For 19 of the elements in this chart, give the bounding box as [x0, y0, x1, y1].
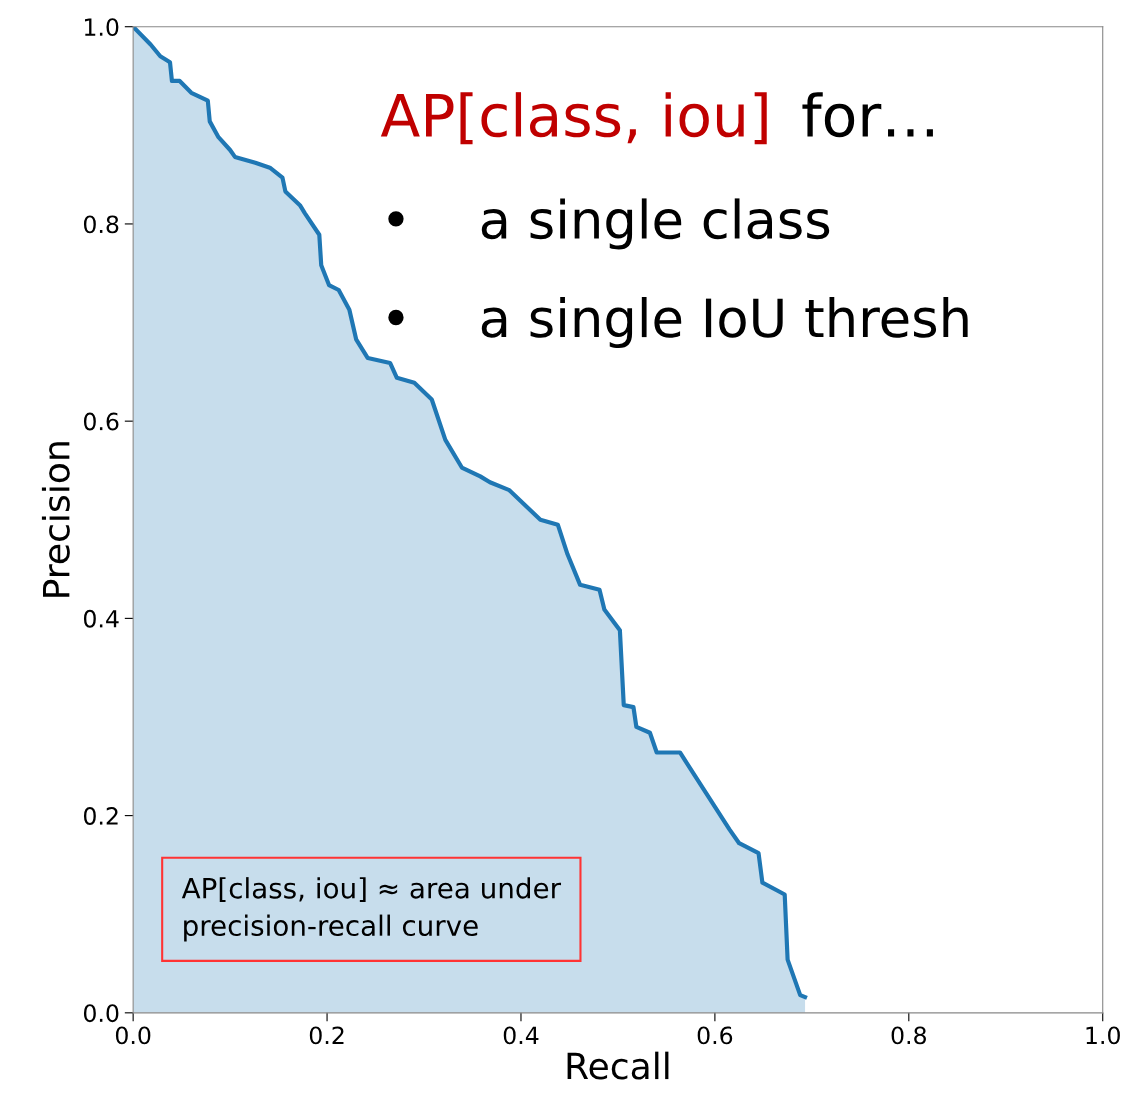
- y-tick-label: 0.0: [83, 1004, 119, 1023]
- annotation: AP[class, iou]: [380, 92, 767, 145]
- x-tick-label: 0.0: [115, 1026, 151, 1045]
- y-tick-label: 0.6: [83, 412, 119, 431]
- y-tick-label: 0.2: [83, 807, 118, 825]
- annotation: for…: [802, 92, 933, 138]
- y-tick-label: 1.0: [85, 18, 119, 37]
- x-tick-label: 0.4: [503, 1026, 539, 1045]
- y-tick-label: 0.4: [83, 609, 119, 628]
- y-axis-title: Precision: [41, 442, 70, 597]
- x-tick-label: 0.2: [309, 1026, 344, 1045]
- y-tick-label: 0.8: [83, 215, 119, 234]
- x-axis-title: Recall: [567, 1051, 669, 1080]
- annotation: • a single class: [388, 198, 830, 250]
- x-tick-label: 0.6: [697, 1026, 733, 1045]
- x-tick-label: 1.0: [1086, 1026, 1120, 1045]
- annotation: AP[class, iou] ≈ area under precision-recall curve: [181, 877, 562, 942]
- x-tick-label: 0.8: [891, 1026, 926, 1045]
- annotation: • a single IoU thresh: [388, 297, 968, 349]
